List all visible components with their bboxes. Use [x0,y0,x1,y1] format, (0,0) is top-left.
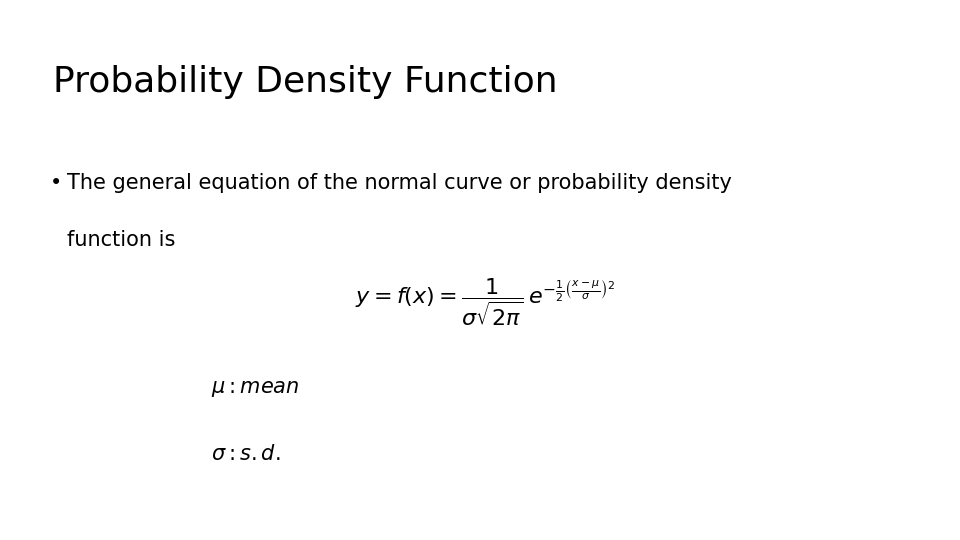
Text: $\mu : mean$: $\mu : mean$ [211,379,300,399]
Text: Probability Density Function: Probability Density Function [53,65,558,99]
Text: The general equation of the normal curve or probability density: The general equation of the normal curve… [67,173,732,193]
Text: $\sigma : s.d.$: $\sigma : s.d.$ [211,443,281,464]
Text: function is: function is [67,230,176,249]
Text: $y = f(x) = \dfrac{1}{\sigma\sqrt{2\pi}}\, e^{-\frac{1}{2}\left(\frac{x-\mu}{\si: $y = f(x) = \dfrac{1}{\sigma\sqrt{2\pi}}… [355,276,615,328]
Text: •: • [50,173,62,193]
